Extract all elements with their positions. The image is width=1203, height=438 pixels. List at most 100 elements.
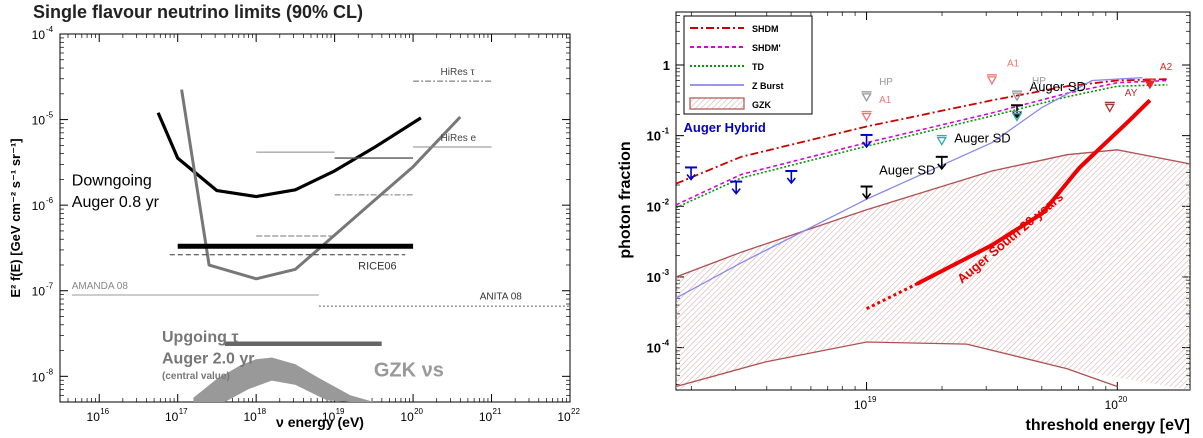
annotation-hires: HiRes τ xyxy=(441,67,475,78)
x-tick-label: 10 xyxy=(1105,398,1119,412)
annotation-a1: A1 xyxy=(1007,58,1020,69)
y-axis-label: photon fraction xyxy=(617,141,634,258)
y-tick-exponent: -5 xyxy=(46,111,54,120)
series-downgoing-auger-0-8-yr xyxy=(156,112,422,199)
limit-arrowhead xyxy=(786,177,796,185)
x-tick-label: 10 xyxy=(400,410,414,424)
legend-label: TD xyxy=(752,62,764,72)
y-tick-label: 10 xyxy=(647,341,661,356)
annotation-auger-sd: Auger SD xyxy=(1030,79,1086,94)
series-auger-south-20-years xyxy=(915,98,1152,286)
plot-area xyxy=(676,74,1190,390)
x-tick-exponent: 21 xyxy=(493,407,502,416)
limit-triangle xyxy=(1144,80,1156,90)
x-tick-label: 10 xyxy=(243,410,257,424)
plot-area xyxy=(71,80,570,402)
x-tick-exponent: 22 xyxy=(571,407,580,416)
annotation-auger-0-8-yr: Auger 0.8 yr xyxy=(72,194,160,211)
y-tick-exponent: -3 xyxy=(662,268,670,277)
limit-triangle xyxy=(936,136,947,146)
x-tick-exponent: 16 xyxy=(100,407,109,416)
annotation-central-value: (central value) xyxy=(162,371,230,382)
x-tick-exponent: 19 xyxy=(336,407,345,416)
annotation-auger-2-0-yr: Auger 2.0 yr xyxy=(162,350,254,367)
annotation-anita-08: ANITA 08 xyxy=(480,291,522,302)
y-tick-exponent: -6 xyxy=(46,196,54,205)
limit-auger-hybrid-marker xyxy=(685,166,698,181)
x-axis-label: ν energy (eV) xyxy=(276,414,364,430)
limit-triangle xyxy=(1104,103,1115,113)
legend-label: Z Burst xyxy=(752,81,784,91)
y-tick-label: 10 xyxy=(32,199,46,213)
limit-triangle xyxy=(986,76,998,86)
limit-a2-marker xyxy=(1144,78,1156,90)
x-tick-exponent: 17 xyxy=(179,407,188,416)
limit-auger-hybrid-marker xyxy=(860,133,873,149)
annotation-amanda-08: AMANDA 08 xyxy=(72,281,129,292)
x-tick-label: 10 xyxy=(854,398,868,412)
limit-arrowhead xyxy=(731,188,741,195)
annotation-upgoing: Upgoing τ xyxy=(162,329,238,346)
series-td xyxy=(676,84,1168,209)
limit-hp-marker xyxy=(1011,90,1023,102)
x-axis-label: threshold energy [eV] xyxy=(1026,417,1190,434)
y-tick-label: 10 xyxy=(647,270,661,285)
annotation-auger-hybrid: Auger Hybrid xyxy=(684,120,766,135)
annotation-hires-e: HiRes e xyxy=(441,133,477,144)
limit-triangle xyxy=(861,93,872,103)
x-tick-exponent: 20 xyxy=(1118,395,1127,404)
limit-auger-sd-marker xyxy=(935,155,948,171)
y-tick-label: 10 xyxy=(32,114,46,128)
limit-y-marker xyxy=(1011,110,1023,122)
y-tick-label: 1 xyxy=(663,58,670,73)
limit-auger-hybrid-marker xyxy=(730,180,743,195)
annotation-a2: A2 xyxy=(1160,62,1173,73)
legend-label: GZK xyxy=(752,100,771,110)
limit-a1-marker xyxy=(861,110,872,122)
band-gzk-s xyxy=(193,357,374,402)
y-tick-exponent: -7 xyxy=(46,282,54,291)
plot-frame xyxy=(59,33,571,403)
limit-triangle xyxy=(861,112,872,122)
x-tick-label: 10 xyxy=(479,410,493,424)
annotation-downgoing: Downgoing xyxy=(72,172,152,189)
y-tick-exponent: -1 xyxy=(662,127,670,136)
x-tick-label: 10 xyxy=(165,410,179,424)
x-tick-exponent: 20 xyxy=(414,407,423,416)
y-tick-label: 10 xyxy=(647,199,661,214)
limit-hp-marker xyxy=(861,91,872,103)
x-tick-label: 10 xyxy=(557,410,571,424)
y-tick-exponent: -4 xyxy=(46,25,54,34)
limit-triangle xyxy=(1011,112,1023,122)
x-tick-label: 10 xyxy=(322,410,336,424)
limit-auger-hybrid-marker xyxy=(785,169,798,185)
series-shdm xyxy=(676,78,1168,185)
series-shdm xyxy=(676,79,1168,206)
y-tick-exponent: -2 xyxy=(662,197,670,206)
limit-a1-marker xyxy=(986,74,998,86)
y-tick-label: 10 xyxy=(32,28,46,42)
x-tick-label: 10 xyxy=(87,410,101,424)
series-z-burst xyxy=(676,77,1143,299)
y-axis-label: E² f(E) [GeV cm⁻² s⁻¹ sr⁻¹] xyxy=(8,138,23,297)
annotation-auger-sd: Auger SD xyxy=(879,163,935,178)
series-upgoing-auger-2-0-yr xyxy=(180,89,462,281)
gzk-band xyxy=(676,149,1190,390)
gzk-band-lower-edge xyxy=(676,341,1118,388)
limit-triangle xyxy=(1011,92,1023,102)
y-tick-exponent: -8 xyxy=(46,367,54,376)
annotation-hp: HP xyxy=(1032,76,1046,87)
limit-auger-sd-marker xyxy=(860,185,873,200)
annotation-a1: A1 xyxy=(879,95,892,106)
y-tick-label: 10 xyxy=(32,285,46,299)
y-tick-exponent: -4 xyxy=(662,339,670,348)
annotation-auger-sd: Auger SD xyxy=(954,131,1010,146)
x-tick-exponent: 19 xyxy=(868,395,877,404)
y-tick-label: 10 xyxy=(32,370,46,384)
limit-y-marker xyxy=(936,134,947,146)
x-tick-exponent: 18 xyxy=(257,407,266,416)
legend-label: SHDM xyxy=(752,24,779,34)
